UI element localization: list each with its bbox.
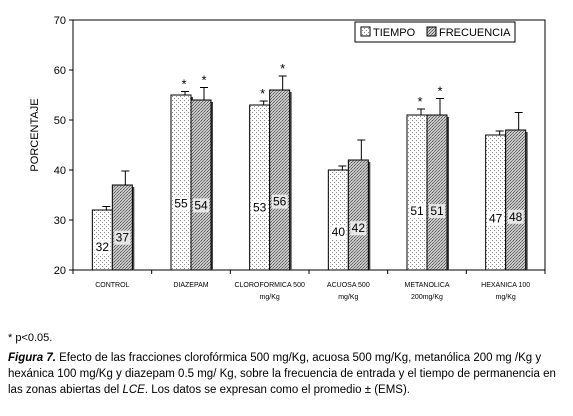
data-label: 51	[410, 204, 424, 218]
significance-star: *	[181, 77, 186, 92]
data-label-bg	[271, 194, 288, 209]
data-label-bg	[94, 240, 111, 255]
caption-italic: LCE	[122, 384, 145, 396]
bar-frecuencia-3	[269, 89, 291, 271]
data-label-bg	[114, 230, 131, 245]
data-label-bg	[507, 209, 524, 224]
caption-label: Figura 7.	[8, 352, 56, 364]
data-label-bg	[429, 204, 445, 219]
data-label: 54	[194, 198, 208, 212]
data-label: 42	[352, 221, 366, 235]
y-axis-label: PORCENTAJE	[29, 98, 41, 171]
significance-note: * p<0.05.	[8, 332, 53, 344]
y-tick-label: 70	[54, 15, 66, 27]
bar-tiempo-5	[406, 114, 428, 271]
y-tick-label: 30	[54, 215, 66, 227]
legend-label-frecuencia: FRECUENCIA	[439, 27, 511, 39]
significance-star: *	[280, 61, 285, 76]
data-label: 55	[174, 197, 188, 211]
data-label: 48	[509, 210, 523, 224]
data-label-bg	[173, 196, 189, 211]
x-category-label: mg/Kg	[338, 294, 358, 301]
caption-text: Efecto de las fracciones clorofórmica 50…	[8, 352, 556, 396]
data-label: 47	[489, 212, 503, 226]
bar-chart: 20 30 40 50 60 70 PORCENTAJE 32 37 CONTROL 55 * 54 * D…	[29, 15, 546, 301]
significance-star: *	[201, 73, 206, 88]
x-category-label: mg/Kg	[260, 294, 280, 301]
bar-tiempo-3	[249, 104, 271, 271]
legend-label-tiempo: TIEMPO	[373, 27, 416, 39]
bar-frecuencia-5	[426, 114, 448, 271]
bar-frecuencia-1	[111, 184, 133, 271]
data-label: 53	[253, 200, 267, 214]
x-category-label: CONTROL	[95, 282, 129, 289]
x-category-label: CLOROFORMICA 500	[234, 282, 305, 289]
data-label-bg	[193, 198, 209, 213]
data-label-bg	[350, 221, 367, 236]
legend-swatch-tiempo	[360, 26, 371, 37]
y-tick-label: 60	[54, 65, 66, 77]
data-label-bg	[409, 204, 425, 219]
plot-area: 20 30 40 50 60 70 PORCENTAJE 32 37 CONTROL 55 * 54 * D…	[29, 15, 546, 301]
data-label-bg	[251, 200, 268, 215]
significance-star: *	[417, 94, 422, 109]
data-label: 37	[116, 231, 130, 245]
caption-text-end: . Los datos se expresan como el promedio…	[144, 384, 410, 396]
x-category-label: 200mg/Kg	[411, 294, 443, 301]
x-category-label: mg/Kg	[496, 294, 516, 301]
x-category-label: ACUOSA 500	[327, 282, 370, 289]
y-tick-label: 40	[54, 165, 66, 177]
x-category-label: DIAZEPAM	[173, 282, 208, 289]
data-label: 32	[96, 240, 110, 254]
legend-swatch-frecuencia	[426, 26, 437, 37]
data-label: 40	[332, 225, 346, 239]
data-label: 51	[430, 204, 444, 218]
data-label-bg	[487, 211, 504, 226]
bar-tiempo-4	[327, 169, 349, 271]
plot-frame	[72, 19, 546, 271]
x-category-label: METANOLICA	[405, 282, 450, 289]
bar-tiempo-2	[170, 94, 192, 271]
bar-tiempo-6	[485, 134, 507, 271]
y-tick-label: 20	[54, 265, 66, 277]
significance-star: *	[437, 84, 442, 99]
significance-star: *	[260, 86, 265, 101]
data-label: 56	[273, 195, 287, 209]
bar-frecuencia-4	[347, 159, 369, 271]
bar-frecuencia-6	[505, 129, 527, 271]
data-label-bg	[330, 225, 347, 239]
x-category-label: HEXANICA 100	[481, 282, 530, 289]
y-tick-label: 50	[54, 115, 66, 127]
bar-frecuencia-2	[190, 99, 212, 271]
figure-caption: Figura 7. Efecto de las fracciones cloro…	[8, 350, 568, 398]
